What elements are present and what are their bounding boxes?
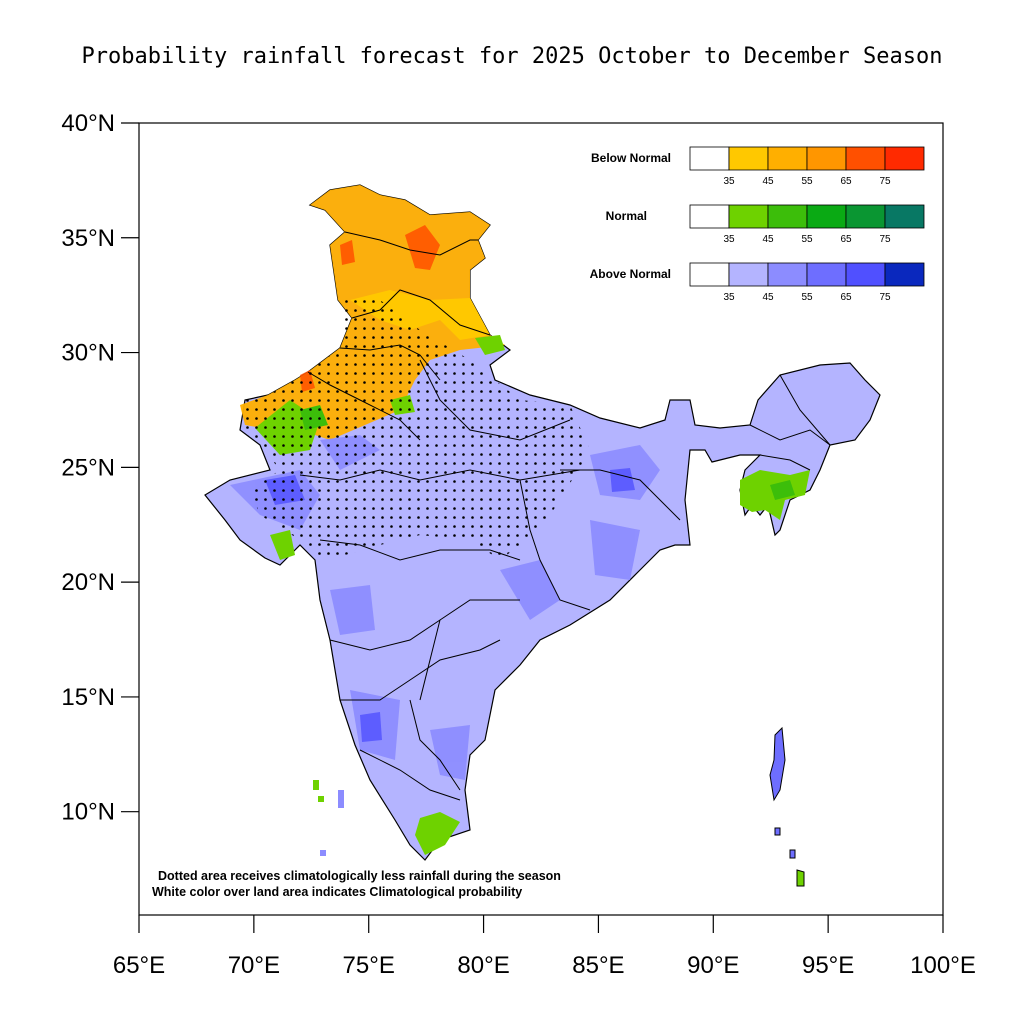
lat-tick-label: 15°N bbox=[61, 684, 115, 711]
legend-swatch bbox=[689, 262, 730, 287]
lakshadweep-islands bbox=[313, 780, 344, 856]
legend-swatch bbox=[845, 146, 886, 171]
lat-tick-labels: 40°N 35°N 30°N 25°N 20°N 15°N 10°N bbox=[61, 110, 115, 826]
lon-tick-labels: 65°E 70°E 75°E 80°E 85°E 90°E 95°E 100°E bbox=[113, 952, 976, 979]
lat-tick-label: 30°N bbox=[61, 340, 115, 367]
legend-swatch bbox=[884, 204, 925, 229]
lon-tick-label: 75°E bbox=[343, 952, 395, 979]
legend-swatch bbox=[884, 262, 925, 287]
note-dotted-area: Dotted area receives climatologically le… bbox=[158, 869, 561, 883]
legend-swatch bbox=[767, 204, 808, 229]
legend-tick-label: 35 bbox=[723, 176, 735, 187]
legend-swatch bbox=[845, 262, 886, 287]
lon-tick-label: 65°E bbox=[113, 952, 165, 979]
lat-tick-label: 40°N bbox=[61, 110, 115, 137]
legend-swatch bbox=[689, 146, 730, 171]
legend-swatch bbox=[728, 204, 769, 229]
legend-label: Normal bbox=[606, 209, 647, 223]
lat-tick-label: 35°N bbox=[61, 225, 115, 252]
map-title: Probability rainfall forecast for 2025 O… bbox=[81, 44, 943, 69]
lat-tick-label: 10°N bbox=[61, 799, 115, 826]
legend: Below Normal 35 45 55 65 75 Normal 35 45 55 65 75 Ab… bbox=[590, 146, 925, 303]
legend-swatch bbox=[728, 262, 769, 287]
legend-swatch bbox=[845, 204, 886, 229]
lon-ticks bbox=[138, 915, 944, 933]
lon-tick-label: 95°E bbox=[802, 952, 854, 979]
andaman-nicobar-islands bbox=[769, 726, 805, 887]
lat-tick-label: 25°N bbox=[61, 454, 115, 481]
legend-swatch bbox=[689, 204, 730, 229]
legend-swatch bbox=[767, 146, 808, 171]
legend-tick-label: 45 bbox=[762, 234, 774, 245]
lat-tick-label: 20°N bbox=[61, 569, 115, 596]
legend-tick-label: 35 bbox=[723, 292, 735, 303]
plot-frame bbox=[138, 122, 944, 916]
legend-tick-label: 75 bbox=[879, 176, 891, 187]
lon-tick-label: 85°E bbox=[572, 952, 624, 979]
lat-ticks bbox=[121, 122, 139, 813]
legend-tick-label: 65 bbox=[840, 234, 852, 245]
legend-tick-label: 65 bbox=[840, 176, 852, 187]
legend-swatch bbox=[884, 146, 925, 171]
legend-label: Above Normal bbox=[590, 267, 671, 281]
legend-swatch bbox=[806, 146, 847, 171]
dotted-area bbox=[240, 300, 590, 560]
legend-swatch bbox=[728, 146, 769, 171]
legend-tick-label: 45 bbox=[762, 176, 774, 187]
legend-tick-label: 75 bbox=[879, 234, 891, 245]
lon-tick-label: 70°E bbox=[228, 952, 280, 979]
legend-tick-label: 45 bbox=[762, 292, 774, 303]
note-white-color: White color over land area indicates Cli… bbox=[152, 885, 522, 899]
legend-tick-label: 65 bbox=[840, 292, 852, 303]
legend-tick-label: 55 bbox=[801, 234, 813, 245]
legend-swatch bbox=[806, 262, 847, 287]
state-boundaries bbox=[299, 231, 831, 801]
lon-tick-label: 90°E bbox=[687, 952, 739, 979]
lon-tick-label: 100°E bbox=[910, 952, 976, 979]
below-normal-high-patch bbox=[300, 225, 440, 392]
legend-tick-label: 35 bbox=[723, 234, 735, 245]
below-normal-yellow-band bbox=[350, 290, 490, 340]
legend-swatch bbox=[806, 204, 847, 229]
legend-label: Below Normal bbox=[591, 151, 671, 165]
legend-swatch bbox=[767, 262, 808, 287]
legend-tick-label: 75 bbox=[879, 292, 891, 303]
lon-tick-label: 80°E bbox=[457, 952, 509, 979]
legend-tick-label: 55 bbox=[801, 176, 813, 187]
legend-tick-label: 55 bbox=[801, 292, 813, 303]
